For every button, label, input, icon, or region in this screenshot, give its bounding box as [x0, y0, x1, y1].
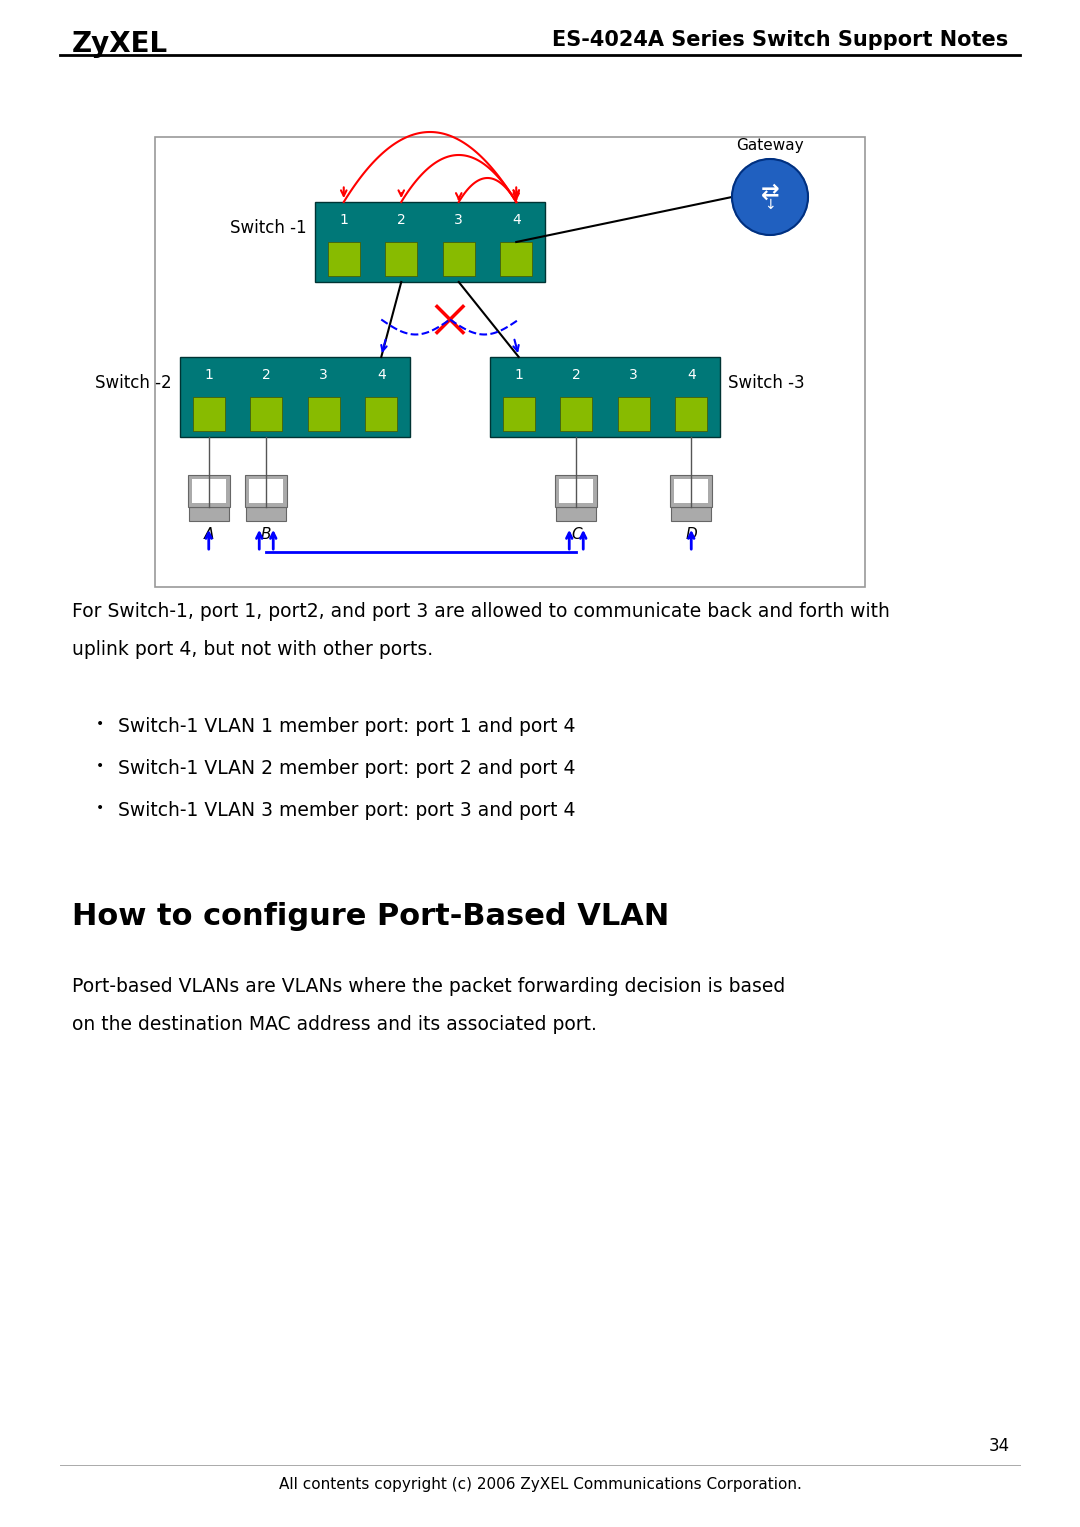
Text: Switch -1: Switch -1 — [230, 218, 307, 237]
Text: ZyXEL: ZyXEL — [72, 31, 168, 58]
FancyBboxPatch shape — [245, 475, 287, 507]
Text: uplink port 4, but not with other ports.: uplink port 4, but not with other ports. — [72, 640, 433, 660]
FancyBboxPatch shape — [308, 397, 339, 431]
Circle shape — [732, 159, 808, 235]
Text: How to configure Port-Based VLAN: How to configure Port-Based VLAN — [72, 902, 670, 931]
FancyBboxPatch shape — [188, 475, 230, 507]
FancyBboxPatch shape — [180, 357, 410, 437]
Text: ↓: ↓ — [765, 199, 775, 212]
FancyBboxPatch shape — [674, 479, 708, 502]
Text: 4: 4 — [377, 368, 386, 382]
FancyBboxPatch shape — [671, 475, 712, 507]
FancyBboxPatch shape — [315, 202, 545, 282]
FancyBboxPatch shape — [490, 357, 720, 437]
Text: 4: 4 — [512, 212, 521, 226]
FancyBboxPatch shape — [328, 241, 360, 275]
FancyBboxPatch shape — [503, 397, 535, 431]
FancyBboxPatch shape — [559, 479, 593, 502]
Text: 1: 1 — [204, 368, 213, 382]
Text: 3: 3 — [455, 212, 463, 226]
FancyBboxPatch shape — [556, 507, 596, 521]
Text: 1: 1 — [339, 212, 348, 226]
Text: 34: 34 — [989, 1437, 1010, 1455]
Text: Switch-1 VLAN 3 member port: port 3 and port 4: Switch-1 VLAN 3 member port: port 3 and … — [118, 802, 576, 820]
Text: C: C — [571, 527, 581, 542]
Text: A: A — [203, 527, 214, 542]
Text: ⇄: ⇄ — [760, 183, 780, 203]
FancyBboxPatch shape — [672, 507, 712, 521]
Text: All contents copyright (c) 2006 ZyXEL Communications Corporation.: All contents copyright (c) 2006 ZyXEL Co… — [279, 1477, 801, 1492]
Text: •: • — [96, 759, 104, 773]
FancyBboxPatch shape — [251, 397, 282, 431]
Text: Switch -3: Switch -3 — [728, 374, 805, 392]
FancyBboxPatch shape — [246, 507, 286, 521]
FancyBboxPatch shape — [675, 397, 707, 431]
FancyBboxPatch shape — [156, 137, 865, 586]
FancyBboxPatch shape — [500, 241, 532, 275]
Text: •: • — [96, 718, 104, 731]
FancyBboxPatch shape — [561, 397, 592, 431]
FancyBboxPatch shape — [365, 397, 397, 431]
Text: B: B — [261, 527, 271, 542]
Text: 2: 2 — [572, 368, 581, 382]
Text: •: • — [96, 802, 104, 815]
FancyBboxPatch shape — [192, 479, 226, 502]
FancyBboxPatch shape — [555, 475, 597, 507]
FancyBboxPatch shape — [193, 397, 225, 431]
Text: Switch-1 VLAN 2 member port: port 2 and port 4: Switch-1 VLAN 2 member port: port 2 and … — [118, 759, 576, 777]
FancyBboxPatch shape — [386, 241, 417, 275]
FancyBboxPatch shape — [443, 241, 474, 275]
Text: For Switch-1, port 1, port2, and port 3 are allowed to communicate back and fort: For Switch-1, port 1, port2, and port 3 … — [72, 602, 890, 621]
Text: 2: 2 — [396, 212, 406, 226]
Text: 2: 2 — [261, 368, 271, 382]
Text: D: D — [686, 527, 697, 542]
FancyBboxPatch shape — [618, 397, 649, 431]
Text: 3: 3 — [320, 368, 328, 382]
Text: Switch-1 VLAN 1 member port: port 1 and port 4: Switch-1 VLAN 1 member port: port 1 and … — [118, 718, 576, 736]
Text: 4: 4 — [687, 368, 696, 382]
FancyBboxPatch shape — [249, 479, 283, 502]
Text: on the destination MAC address and its associated port.: on the destination MAC address and its a… — [72, 1015, 597, 1034]
Text: ES-4024A Series Switch Support Notes: ES-4024A Series Switch Support Notes — [552, 31, 1008, 50]
Text: 3: 3 — [630, 368, 638, 382]
Text: Gateway: Gateway — [737, 137, 804, 153]
Text: Switch -2: Switch -2 — [95, 374, 172, 392]
Text: 1: 1 — [514, 368, 523, 382]
FancyBboxPatch shape — [189, 507, 229, 521]
Text: Port-based VLANs are VLANs where the packet forwarding decision is based: Port-based VLANs are VLANs where the pac… — [72, 977, 785, 996]
